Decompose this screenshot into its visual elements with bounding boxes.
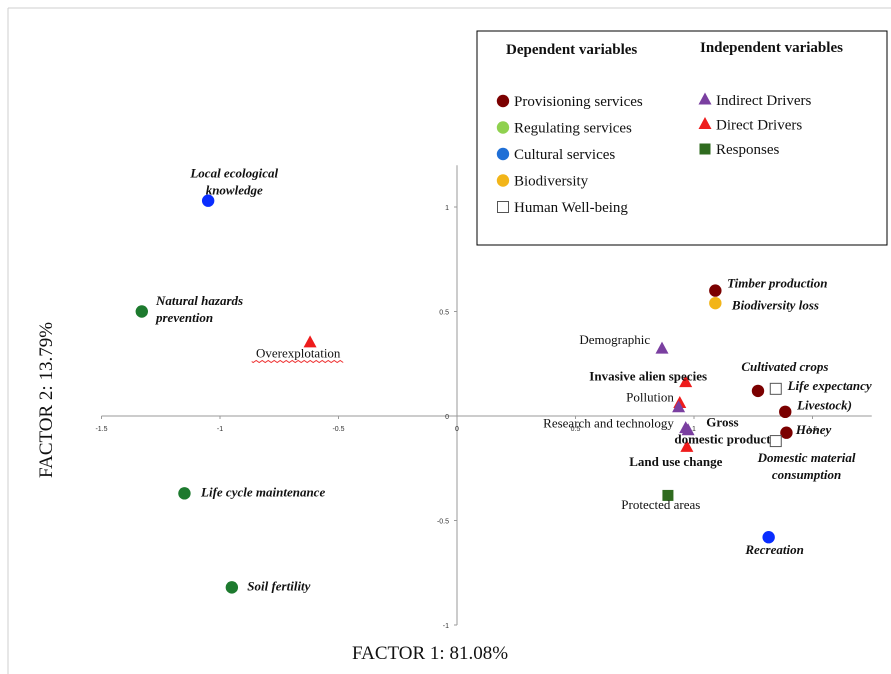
point-label-natural-hazards-prevention: Natural hazards prevention [155,293,243,325]
point-label-cultivated-crops: Cultivated crops [741,359,828,374]
point-label-honey: Honey [795,422,832,437]
legend-label-indirect-drivers: Indirect Drivers [716,93,812,109]
point-label-biodiversity-loss: Biodiversity loss [731,297,819,312]
data-points [135,194,793,594]
y-tick-label: -1 [443,623,449,630]
point-label-research-and-technology: Research and technology [543,415,674,430]
point-livestock [779,405,792,419]
point-recreation [762,531,775,544]
point-label-overexplotation: Overexplotation [256,345,341,360]
point-label-soil-fertility: Soil fertility [247,579,310,594]
x-tick-label: 1 [692,426,696,433]
point-label-local-ecological-knowledge: Local ecological knowledge [189,166,278,198]
x-tick-label: -0.5 [332,426,344,433]
point-label-life-cycle-maintenance: Life cycle maintenance [200,484,325,499]
point-demographic [655,341,669,354]
point-life-expectancy [769,382,782,395]
point-overexplotation [303,335,317,348]
legend: Dependent variables Independent variable… [476,30,888,246]
legend-label-biodiversity: Biodiversity [514,174,589,190]
legend-marker-indirect-drivers [698,92,712,105]
y-tick-label: 0.5 [439,310,449,317]
point-label-pollution: Pollution [626,389,674,404]
point-protected-areas [662,489,674,501]
spellcheck-underline [251,359,344,364]
x-tick-label: 0 [455,426,459,433]
legend-marker-human-well-being [497,201,509,213]
y-axis-title: FACTOR 2: 13.79% [36,322,57,478]
point-marker-10 [672,400,686,413]
legend-label-direct-drivers: Direct Drivers [716,118,802,134]
point-gross-domestic-product [681,423,695,436]
point-label-domestic-material-consumption: Domestic material consumption [757,450,856,482]
point-label-timber-production: Timber production [727,275,827,290]
legend-label-cultural-services: Cultural services [514,147,615,163]
point-label-livestock: Livestock) [796,398,852,413]
point-label-life-expectancy: Life expectancy [787,378,872,393]
y-tick-label: -0.5 [437,519,449,526]
point-label-demographic: Demographic [579,332,650,347]
y-tick-label: 0 [445,414,449,421]
legend-label-human-well-being: Human Well-being [514,200,628,216]
legend-items: Provisioning services Regulating services… [496,92,812,216]
axes [101,165,872,625]
legend-marker-cultural-services [496,147,510,161]
legend-marker-regulating-services [496,121,510,134]
point-honey [780,426,793,439]
point-cultivated-crops [751,384,765,398]
x-tick-label: 1.5 [808,426,818,433]
x-tick-label: -1 [217,426,223,433]
point-land-use-change [680,439,694,452]
legend-marker-responses [699,143,711,155]
legend-marker-provisioning-services [496,94,510,108]
legend-label-responses: Responses [716,142,779,158]
point-domestic-material-consumption [769,435,782,448]
point-natural-hazards-prevention [135,305,148,318]
point-life-cycle-maintenance [178,487,191,500]
point-label-invasive-alien-species: Invasive alien species [589,368,707,383]
y-tick-label: 1 [445,205,449,212]
point-label-land-use-change: Land use change [629,454,722,469]
point-biodiversity-loss [709,296,722,310]
legend-marker-biodiversity [496,174,510,187]
x-tick-label: -1.5 [95,426,107,433]
point-local-ecological-knowledge [201,194,215,207]
legend-box [476,30,888,246]
point-label-recreation: Recreation [744,542,804,557]
legend-label-regulating-services: Regulating services [514,121,632,137]
x-tick-label: 0.5 [571,426,581,433]
point-label-protected-areas: Protected areas [621,497,700,512]
point-invasive-alien-species [679,375,693,388]
axis-ticks: -1.5 -1 -0.5 0 0.5 1 1.5 1 0.5 0 -0.5 -1 [95,205,817,630]
point-soil-fertility [225,581,239,594]
point-labels: Local ecological knowledge Natural hazards… [155,166,872,594]
point-timber-production [709,284,722,297]
legend-dependent-title: Dependent variables [506,42,637,58]
legend-marker-direct-drivers [698,117,712,130]
legend-label-provisioning-services: Provisioning services [514,94,643,110]
legend-independent-title: Independent variables [700,40,843,56]
x-axis-title: FACTOR 1: 81.08% [352,643,508,664]
point-label-gross-domestic-product: Gross domestic product [674,414,771,446]
